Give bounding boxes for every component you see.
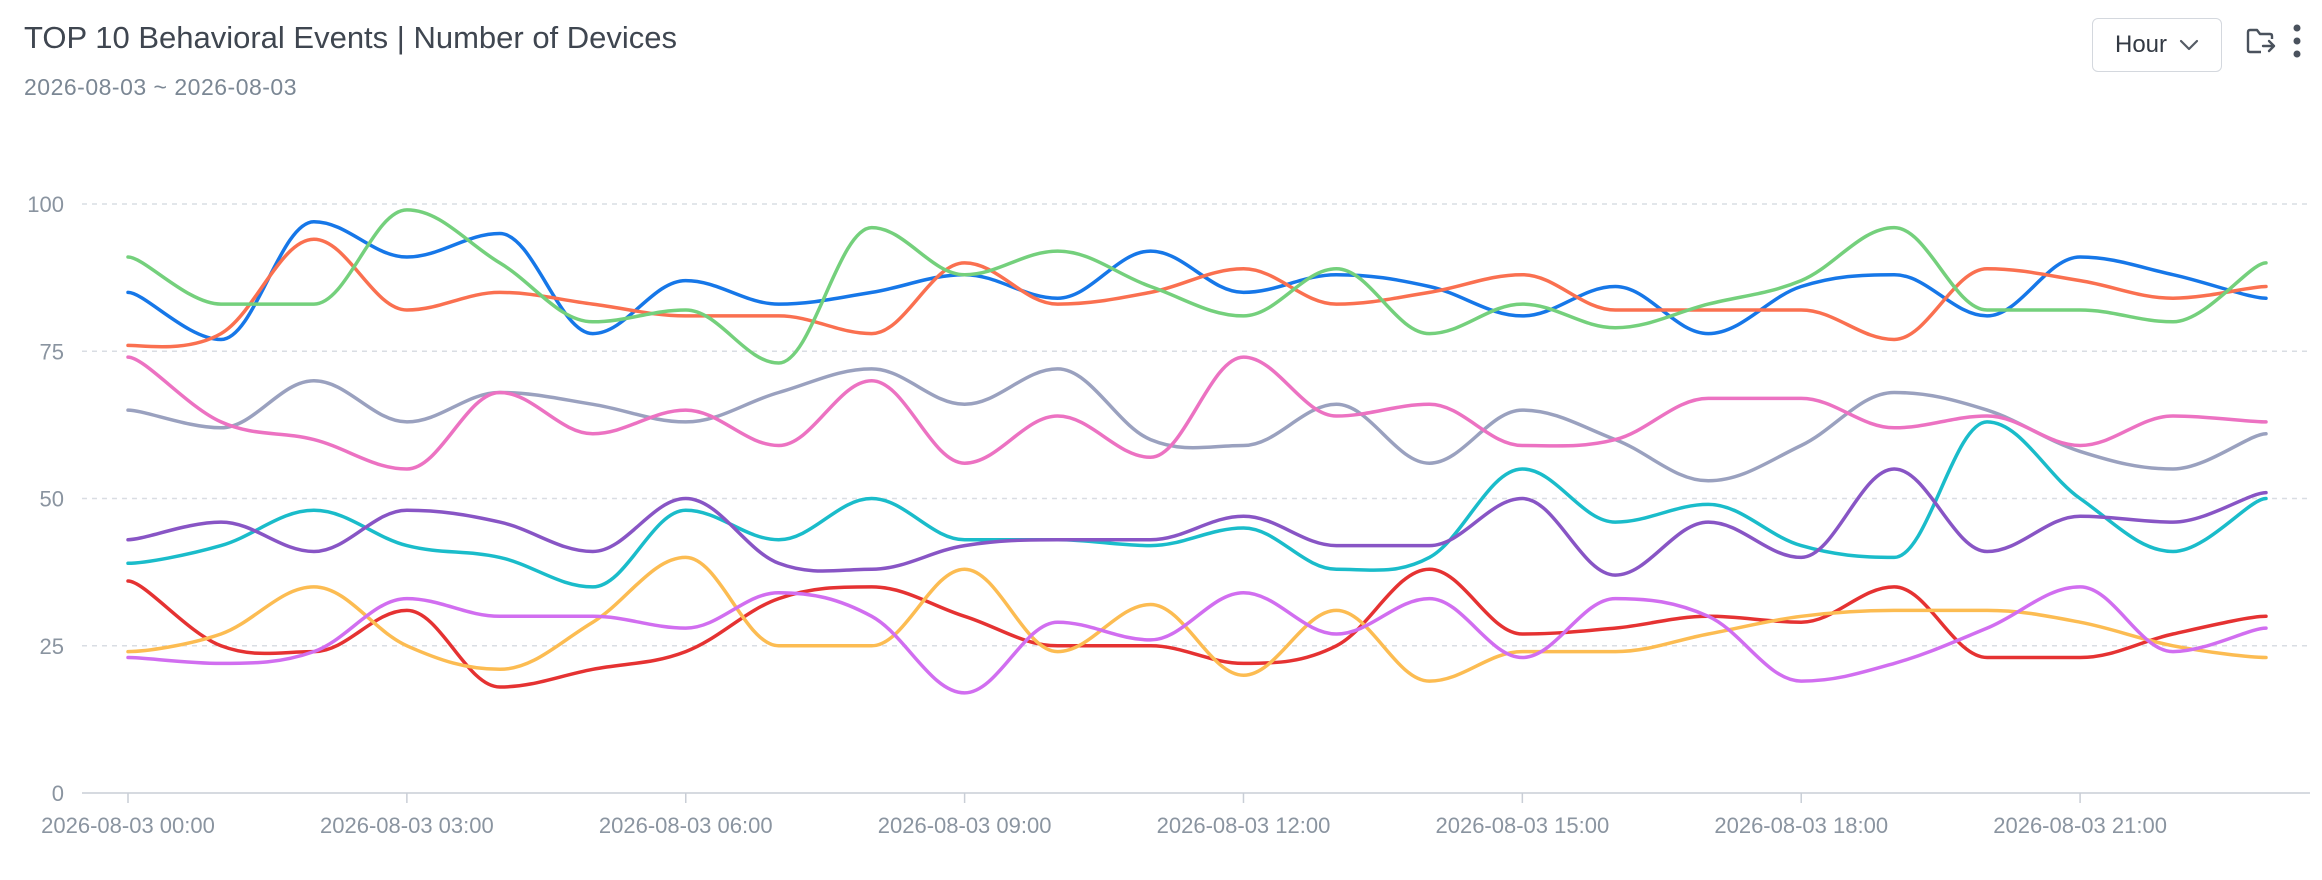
folder-export-icon[interactable] xyxy=(2244,24,2278,58)
x-tick-label: 2026-08-03 03:00 xyxy=(320,813,494,838)
y-tick-label: 25 xyxy=(40,634,64,659)
chevron-down-icon xyxy=(2179,39,2199,51)
x-tick-label: 2026-08-03 06:00 xyxy=(599,813,773,838)
series-line-5 xyxy=(126,355,2268,471)
series-line-1 xyxy=(126,219,2268,342)
more-vertical-icon[interactable] xyxy=(2284,22,2310,60)
chart-title: TOP 10 Behavioral Events | Number of Dev… xyxy=(24,20,678,55)
series-line-3 xyxy=(126,208,2268,365)
y-tick-label: 100 xyxy=(27,192,64,217)
granularity-dropdown[interactable]: Hour xyxy=(2092,18,2222,72)
x-tick-label: 2026-08-03 00:00 xyxy=(41,813,215,838)
series-line-6 xyxy=(126,420,2268,589)
x-tick-label: 2026-08-03 15:00 xyxy=(1435,813,1609,838)
series-line-9 xyxy=(126,555,2268,683)
series-line-7 xyxy=(126,467,2268,577)
date-range: 2026-08-03 ~ 2026-08-03 xyxy=(24,74,298,100)
series-line-10 xyxy=(126,585,2268,695)
y-tick-label: 75 xyxy=(40,339,64,364)
x-tick-label: 2026-08-03 18:00 xyxy=(1714,813,1888,838)
x-tick-label: 2026-08-03 21:00 xyxy=(1993,813,2167,838)
series-line-2 xyxy=(126,237,2268,349)
series-line-4 xyxy=(126,367,2268,483)
x-tick-label: 2026-08-03 09:00 xyxy=(878,813,1052,838)
series-line-8 xyxy=(126,567,2268,689)
x-tick-label: 2026-08-03 12:00 xyxy=(1157,813,1331,838)
granularity-value: Hour xyxy=(2114,31,2168,58)
y-tick-label: 50 xyxy=(40,487,64,512)
y-tick-label: 0 xyxy=(52,781,64,806)
